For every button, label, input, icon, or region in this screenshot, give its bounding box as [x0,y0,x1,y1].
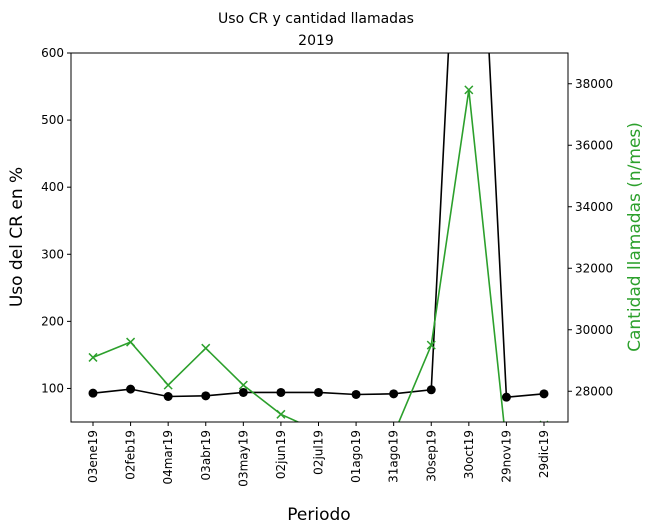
point-marker [501,392,511,402]
y2-tick-label: 38000 [575,77,613,91]
plot-frame [70,52,569,423]
y-tick-label: 100 [41,381,64,395]
point-marker [426,385,436,395]
x-tick-label: 04mar19 [161,430,175,485]
y2-tick-label: 28000 [575,384,613,398]
point-marker [276,387,286,397]
y2-axis-label: Cantidad llamadas (n/mes) [625,122,645,352]
x-tick-label: 02feb19 [124,430,138,480]
y-tick-label: 500 [41,113,64,127]
point-marker [389,389,399,399]
series-line [92,53,545,399]
y-tick-label: 600 [41,46,64,60]
point-marker [163,392,173,402]
x-marker [163,380,173,390]
y2-tick-label: 34000 [575,200,613,214]
x-marker [126,337,136,347]
x-axis-label: Periodo [287,505,350,525]
point-marker [238,387,248,397]
x-tick-label: 02jul19 [312,430,326,475]
y-tick-label: 400 [41,180,64,194]
x-tick-label: 29dic19 [537,430,551,478]
x-marker [276,409,286,419]
y2-tick-label: 32000 [575,261,613,275]
x-marker [201,343,211,353]
chart-subtitle: 2019 [298,33,334,49]
point-marker [539,389,549,399]
x-marker [238,380,248,390]
x-tick-label: 03may19 [236,430,250,487]
x-tick-label: 31ago19 [387,430,401,483]
y-axis-label: Uso del CR en % [7,167,27,307]
x-tick-label: 29nov19 [499,430,513,483]
x-tick-label: 02jun19 [274,430,288,479]
y-tick-label: 200 [41,314,64,328]
x-tick-label: 30sep19 [424,430,438,482]
x-tick-label: 03abr19 [199,430,213,480]
point-marker [126,384,136,394]
x-tick-label: 30oct19 [462,430,476,479]
y-tick-label: 300 [41,247,64,261]
point-marker [201,391,211,401]
y2-tick-label: 36000 [575,138,613,152]
x-marker [88,352,98,362]
x-tick-label: 01ago19 [349,430,363,483]
chart-title: Uso CR y cantidad llamadas [218,11,414,27]
point-marker [351,389,361,399]
x-marker [426,340,436,350]
plot-area [88,53,549,422]
point-marker [88,388,98,398]
point-marker [314,387,323,397]
y2-tick-label: 30000 [575,323,613,337]
x-tick-label: 03ene19 [86,430,100,483]
x-marker [464,85,474,95]
